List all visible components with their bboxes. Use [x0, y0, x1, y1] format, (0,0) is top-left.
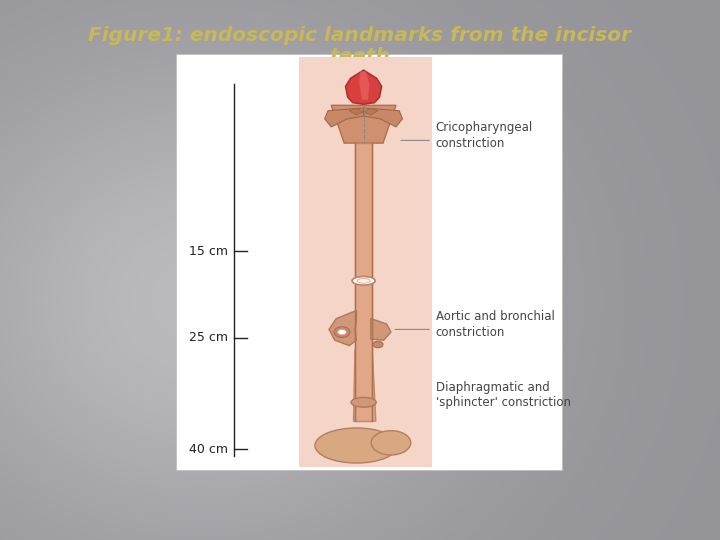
Text: Aortic and bronchial: Aortic and bronchial: [436, 310, 554, 323]
Polygon shape: [329, 310, 356, 346]
Ellipse shape: [357, 279, 370, 283]
Text: constriction: constriction: [436, 326, 505, 339]
Polygon shape: [371, 319, 391, 340]
Polygon shape: [349, 108, 364, 115]
Text: teeth: teeth: [330, 47, 390, 66]
Text: Figure1: endoscopic landmarks from the incisor: Figure1: endoscopic landmarks from the i…: [89, 25, 631, 45]
Bar: [176, 54, 562, 470]
Polygon shape: [346, 70, 382, 104]
Text: 15 cm: 15 cm: [189, 245, 228, 258]
Polygon shape: [359, 71, 369, 100]
Bar: [299, 57, 432, 467]
Text: 25 cm: 25 cm: [189, 331, 228, 344]
Polygon shape: [364, 108, 378, 115]
Polygon shape: [355, 143, 372, 421]
Text: constriction: constriction: [436, 137, 505, 150]
Polygon shape: [354, 350, 376, 421]
Ellipse shape: [338, 329, 346, 335]
Ellipse shape: [351, 397, 377, 407]
Ellipse shape: [334, 327, 350, 338]
Polygon shape: [325, 108, 364, 127]
Ellipse shape: [373, 341, 383, 348]
Ellipse shape: [372, 431, 411, 455]
Polygon shape: [364, 108, 402, 127]
Text: Diaphragmatic and: Diaphragmatic and: [436, 381, 549, 394]
Text: 40 cm: 40 cm: [189, 443, 228, 456]
Text: 'sphincter' constriction: 'sphincter' constriction: [436, 396, 570, 409]
Ellipse shape: [352, 276, 375, 285]
Ellipse shape: [315, 428, 397, 463]
Text: Cricopharyngeal: Cricopharyngeal: [436, 121, 533, 134]
Polygon shape: [331, 105, 396, 143]
